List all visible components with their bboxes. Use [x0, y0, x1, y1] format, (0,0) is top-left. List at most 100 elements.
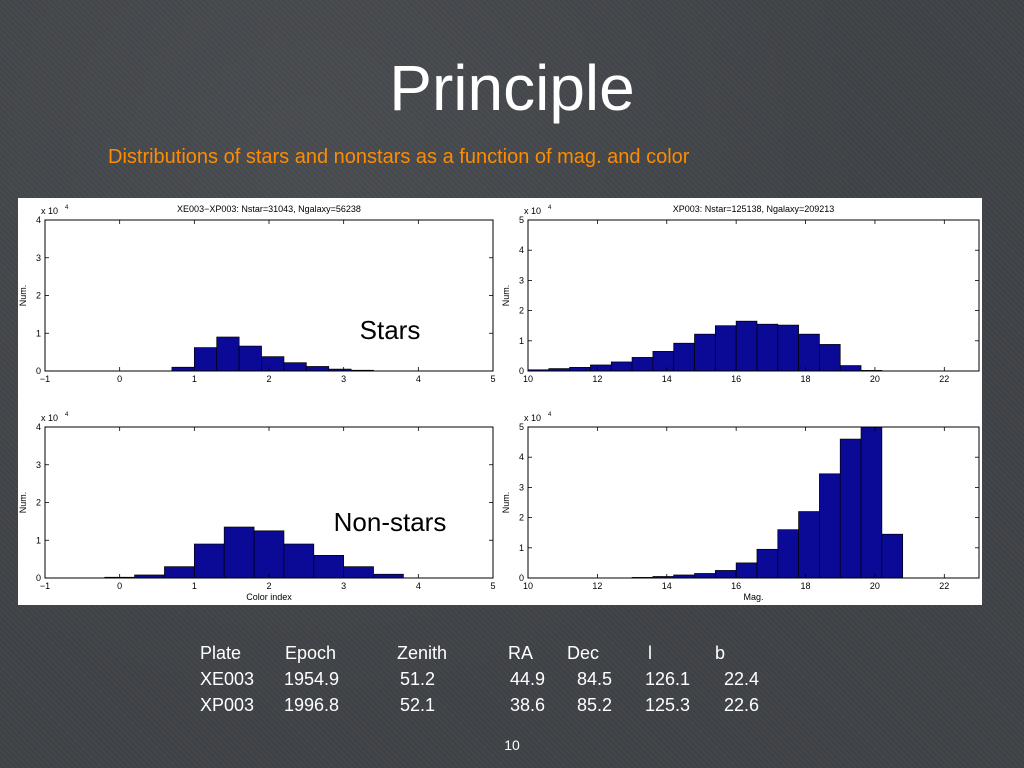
y-tick-label: 3: [519, 275, 524, 285]
histogram-bar: [798, 511, 820, 579]
x-tick-label: 20: [870, 581, 880, 591]
x-axis-label: Mag.: [743, 592, 763, 602]
axis-multiplier-exponent: 4: [65, 412, 69, 418]
x-tick-label: −1: [40, 374, 50, 384]
cell-zenith: 52.1: [400, 695, 436, 715]
y-axis-label: Num.: [501, 285, 511, 307]
histogram-bar: [735, 562, 758, 579]
histogram-bar: [193, 543, 225, 579]
histogram-bar: [223, 526, 255, 579]
histogram-bar: [569, 367, 591, 372]
plate-table: Plate Epoch Zenith RA Dec l b XE003 1954…: [200, 640, 800, 718]
histogram-bar: [881, 533, 904, 579]
y-tick-label: 5: [519, 422, 524, 432]
x-tick-label: 12: [592, 581, 602, 591]
histogram-bar: [253, 530, 285, 579]
x-tick-label: 10: [523, 374, 533, 384]
x-tick-label: 4: [416, 581, 421, 591]
y-axis-label: Num.: [501, 492, 511, 514]
histogram-bar: [860, 426, 883, 579]
axis-multiplier: x 10: [41, 206, 58, 216]
histogram-bar: [694, 573, 716, 579]
x-tick-label: 1: [192, 374, 197, 384]
x-tick-label: 2: [266, 581, 271, 591]
x-tick-label: 22: [939, 374, 949, 384]
page-number: 10: [504, 737, 520, 753]
x-axis-label: Color index: [246, 592, 292, 602]
x-tick-label: 1: [192, 581, 197, 591]
y-tick-label: 1: [519, 543, 524, 553]
axis-multiplier-exponent: 4: [548, 412, 552, 418]
x-tick-label: 0: [117, 581, 122, 591]
y-tick-label: 5: [519, 215, 524, 225]
header-plate: Plate: [200, 643, 242, 663]
y-tick-label: 1: [519, 336, 524, 346]
histogram-bar: [652, 351, 675, 372]
histogram-bar: [777, 324, 799, 372]
histogram-bar: [756, 548, 779, 579]
panel-title: XE003−XP003: Nstar=31043, Ngalaxy=56238: [177, 204, 361, 214]
plot-frame: [527, 219, 980, 372]
histogram-bar: [216, 336, 240, 372]
x-tick-label: 18: [801, 581, 811, 591]
x-tick-label: 22: [939, 581, 949, 591]
x-tick-label: 16: [731, 374, 741, 384]
cell-plate: XP003: [200, 695, 255, 715]
x-tick-label: 14: [662, 581, 672, 591]
histogram-bar: [343, 566, 374, 579]
slide-subtitle: Distributions of stars and nonstars as a…: [108, 146, 690, 168]
header-l: l: [648, 643, 652, 663]
nonstars-annotation: Non-stars: [334, 507, 447, 537]
histogram-bar: [819, 344, 841, 372]
cell-dec: 85.2: [577, 695, 613, 715]
cell-b: 22.4: [724, 669, 760, 689]
y-tick-label: 0: [36, 366, 41, 376]
histogram-bar: [193, 347, 218, 372]
y-tick-label: 2: [519, 513, 524, 523]
y-tick-label: 4: [36, 215, 41, 225]
y-tick-label: 4: [519, 245, 524, 255]
histogram-bar: [590, 364, 612, 372]
histogram-bar: [238, 345, 262, 372]
x-tick-label: 2: [266, 374, 271, 384]
histogram-bar: [839, 438, 862, 579]
table-row: XP003 1996.8 52.1 38.6 85.2 125.3 22.6: [200, 692, 800, 718]
panel-title: XP003: Nstar=125138, Ngalaxy=209213: [673, 204, 835, 214]
axis-multiplier-exponent: 4: [65, 205, 69, 211]
cell-b: 22.6: [724, 695, 760, 715]
histogram-bar: [164, 566, 195, 579]
stars-annotation: Stars: [360, 315, 421, 345]
cell-zenith: 51.2: [400, 669, 436, 689]
header-dec: Dec: [567, 643, 600, 663]
header-epoch: Epoch: [285, 643, 337, 663]
x-tick-label: −1: [40, 581, 50, 591]
y-tick-label: 2: [519, 306, 524, 316]
axis-multiplier: x 10: [524, 206, 541, 216]
cell-dec: 84.5: [577, 669, 613, 689]
x-tick-label: 3: [341, 581, 346, 591]
histogram-bar: [777, 529, 799, 579]
axis-multiplier-exponent: 4: [548, 205, 552, 211]
slide-title: Principle: [389, 52, 635, 124]
x-tick-label: 18: [801, 374, 811, 384]
y-tick-label: 1: [36, 535, 41, 545]
y-tick-label: 3: [519, 482, 524, 492]
histogram-bar: [819, 473, 841, 579]
x-tick-label: 5: [490, 581, 495, 591]
histogram-bar: [714, 325, 737, 372]
y-tick-label: 2: [36, 291, 41, 301]
y-axis-label: Num.: [18, 285, 28, 307]
histogram-bar: [283, 543, 315, 579]
cell-plate: XE003: [200, 669, 255, 689]
histogram-bar: [171, 366, 195, 372]
y-tick-label: 0: [519, 573, 524, 583]
axis-multiplier: x 10: [524, 413, 541, 423]
y-tick-label: 1: [36, 328, 41, 338]
x-tick-label: 12: [592, 374, 602, 384]
x-tick-label: 10: [523, 581, 533, 591]
y-tick-label: 2: [36, 498, 41, 508]
histogram-bar: [756, 323, 779, 372]
histogram-bar: [283, 362, 307, 372]
cell-ra: 38.6: [510, 695, 546, 715]
